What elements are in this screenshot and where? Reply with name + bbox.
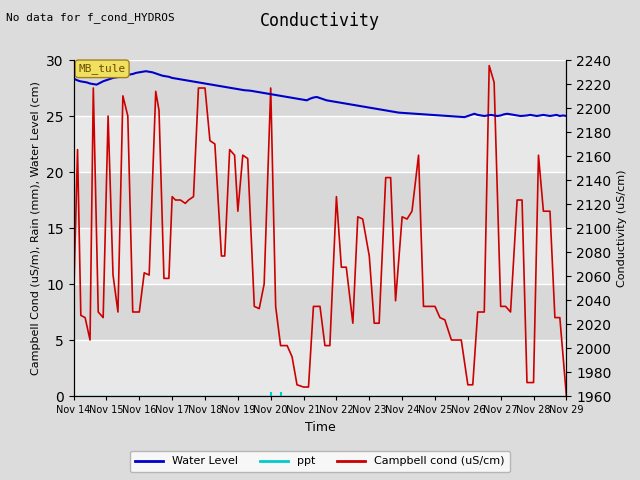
Bar [74, 340, 566, 396]
Bar [74, 228, 566, 284]
Bar [74, 172, 566, 228]
Bar [74, 284, 566, 340]
Text: Conductivity: Conductivity [260, 12, 380, 30]
Y-axis label: Conductivity (uS/cm): Conductivity (uS/cm) [617, 169, 627, 287]
X-axis label: Time: Time [305, 420, 335, 433]
Bar [74, 116, 566, 172]
Text: No data for f_cond_HYDROS: No data for f_cond_HYDROS [6, 12, 175, 23]
Text: MB_tule: MB_tule [79, 63, 126, 74]
Y-axis label: Campbell Cond (uS/m), Rain (mm), Water Level (cm): Campbell Cond (uS/m), Rain (mm), Water L… [31, 81, 41, 375]
Legend: Water Level, ppt, Campbell cond (uS/cm): Water Level, ppt, Campbell cond (uS/cm) [130, 451, 510, 472]
Bar [74, 60, 566, 116]
